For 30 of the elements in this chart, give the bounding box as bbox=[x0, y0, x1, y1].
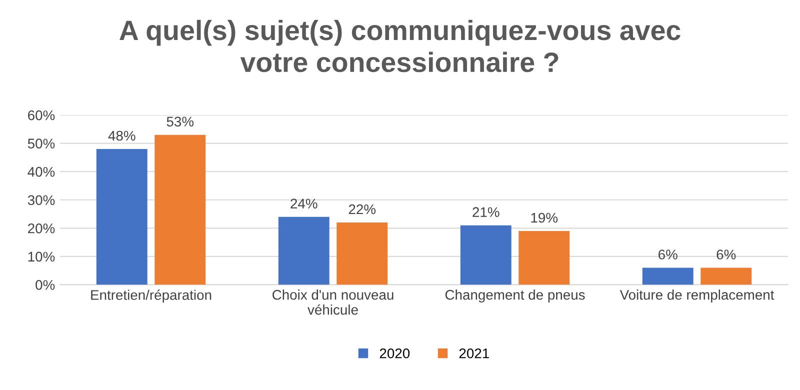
x-tick-label: Voiture de remplacement bbox=[620, 290, 774, 303]
bar bbox=[96, 148, 148, 285]
bar bbox=[460, 225, 512, 285]
y-tick-label: 50% bbox=[28, 138, 55, 148]
chart-title: A quel(s) sujet(s) communiquez-vous avec votre concessionnaire ? bbox=[120, 20, 680, 72]
y-tick-label: 20% bbox=[28, 223, 55, 234]
data-label: 48% bbox=[108, 130, 136, 141]
bar bbox=[154, 134, 206, 285]
bar bbox=[278, 216, 330, 285]
bar bbox=[336, 222, 388, 285]
bar bbox=[700, 268, 752, 285]
data-label: 21% bbox=[472, 207, 500, 217]
legend-label: 2021 bbox=[459, 348, 489, 358]
bar bbox=[518, 230, 570, 285]
x-tick-label: Changement de pneus bbox=[445, 290, 585, 303]
x-tick-label: Choix d'un nouveau véhicule bbox=[272, 290, 394, 315]
y-tick-label: 40% bbox=[28, 166, 55, 177]
y-tick-label: 30% bbox=[28, 195, 55, 206]
data-label: 6% bbox=[658, 250, 678, 260]
data-label: 22% bbox=[348, 204, 376, 214]
data-label: 6% bbox=[716, 250, 736, 260]
y-tick-label: 10% bbox=[28, 252, 55, 262]
data-label: 24% bbox=[290, 198, 318, 208]
bar bbox=[642, 268, 694, 285]
x-tick-label: Entretien/réparation bbox=[91, 290, 212, 303]
y-tick-label: 60% bbox=[28, 110, 55, 120]
legend-label: 2020 bbox=[380, 348, 410, 358]
data-label: 53% bbox=[166, 116, 194, 127]
data-label: 19% bbox=[531, 212, 558, 223]
y-tick-label: 0% bbox=[36, 280, 55, 290]
